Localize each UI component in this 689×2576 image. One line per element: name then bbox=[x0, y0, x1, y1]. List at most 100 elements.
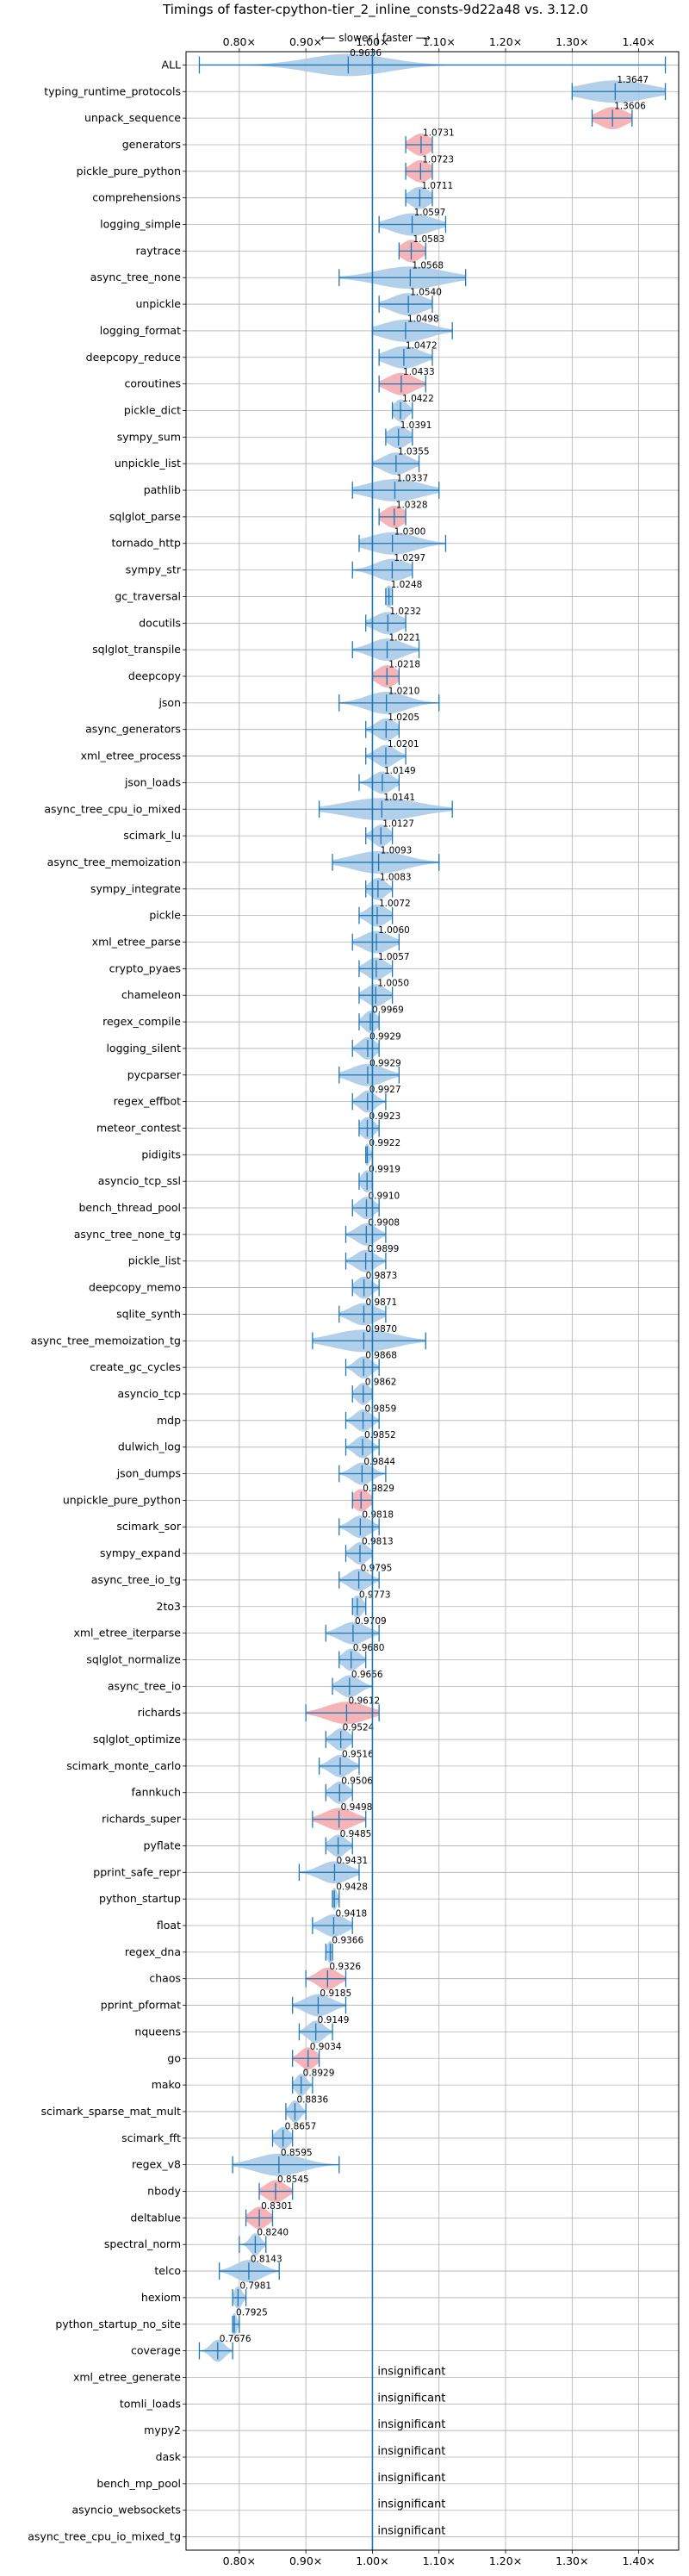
x-tick-label-top: 0.80× bbox=[223, 35, 256, 48]
value-label: 0.9149 bbox=[318, 2015, 350, 2025]
value-label: 0.9795 bbox=[361, 1563, 393, 1573]
axes-frame bbox=[185, 51, 680, 2551]
y-tick-label: deepcopy_reduce bbox=[86, 351, 182, 364]
y-tick-label: comprehensions bbox=[92, 191, 181, 204]
y-tick-label: go bbox=[167, 2051, 181, 2064]
y-tick-label: tornado_http bbox=[111, 537, 181, 550]
value-label: 0.9636 bbox=[350, 48, 382, 59]
value-label: 0.9506 bbox=[341, 1776, 373, 1786]
value-label: 0.8240 bbox=[257, 2228, 289, 2238]
y-tick-label: richards bbox=[138, 1706, 181, 1719]
direction-label: ⟵ slower | faster ⟶ bbox=[320, 32, 431, 44]
x-axis-ticks: 0.80× 0.80× 0.90× 0.90× 1.00× 1.00× 1.10× 1.10×… bbox=[223, 35, 655, 2567]
y-tick-label: async_tree_memoization_tg bbox=[31, 1334, 181, 1347]
value-label: 0.9899 bbox=[368, 1244, 400, 1254]
value-label: 1.0328 bbox=[396, 500, 428, 510]
y-tick-label: pickle bbox=[149, 909, 181, 922]
y-tick-label: regex_effbot bbox=[114, 1095, 181, 1108]
y-tick-label: sympy_integrate bbox=[90, 882, 181, 895]
y-tick-label: deepcopy_memo bbox=[89, 1281, 181, 1294]
value-label: 1.0093 bbox=[381, 845, 413, 856]
value-label: 0.9612 bbox=[348, 1696, 380, 1707]
value-label: 0.7925 bbox=[236, 2307, 268, 2318]
value-label: 0.9034 bbox=[310, 2042, 342, 2052]
value-label: 0.9862 bbox=[365, 1377, 397, 1387]
y-tick-label: 2to3 bbox=[157, 1600, 181, 1613]
value-label: 1.0711 bbox=[421, 181, 453, 191]
value-label: 1.0540 bbox=[410, 288, 442, 298]
y-tick-label: python_startup bbox=[99, 1892, 181, 1905]
value-label: 1.0057 bbox=[378, 952, 410, 962]
value-label: 1.0072 bbox=[379, 899, 411, 909]
value-label: 0.9773 bbox=[359, 1590, 391, 1600]
value-label: 0.9852 bbox=[364, 1430, 396, 1440]
y-tick-label: sqlglot_normalize bbox=[86, 1652, 181, 1665]
value-label: 1.0218 bbox=[388, 660, 420, 670]
y-tick-label: sqlglot_parse bbox=[109, 510, 181, 523]
value-label: 1.0297 bbox=[394, 553, 425, 563]
insignificant-label: insignificant bbox=[377, 2365, 445, 2378]
value-label: 0.9185 bbox=[320, 1988, 351, 1999]
y-tick-label: fannkuch bbox=[132, 1786, 181, 1799]
value-label: 0.9910 bbox=[368, 1192, 400, 1202]
y-tick-label: logging_format bbox=[100, 324, 181, 337]
value-label: 1.0583 bbox=[413, 234, 444, 245]
value-label: 0.9524 bbox=[343, 1723, 375, 1733]
value-label: 0.9969 bbox=[372, 1005, 404, 1016]
y-tick-label: unpickle_pure_python bbox=[63, 1493, 181, 1506]
value-label: 1.0723 bbox=[422, 154, 454, 165]
y-tick-label: spectral_norm bbox=[104, 2237, 181, 2250]
x-tick-label-top: 1.30× bbox=[556, 35, 588, 48]
value-label: 1.0731 bbox=[423, 128, 455, 138]
value-label: 0.9873 bbox=[366, 1271, 398, 1281]
value-label: 0.9418 bbox=[335, 1909, 367, 1920]
y-tick-label: asyncio_tcp bbox=[118, 1387, 182, 1400]
x-tick-label-bottom: 1.30× bbox=[556, 2554, 588, 2567]
y-tick-label: json_dumps bbox=[116, 1467, 181, 1480]
y-tick-label: xml_etree_generate bbox=[73, 2370, 181, 2383]
y-tick-label: hexiom bbox=[141, 2291, 181, 2304]
value-label: 0.8143 bbox=[251, 2255, 282, 2265]
value-label: 1.0422 bbox=[402, 394, 434, 404]
y-tick-label: async_tree_none_tg bbox=[74, 1228, 181, 1241]
value-label: 0.8595 bbox=[281, 2148, 313, 2158]
y-tick-label: sympy_str bbox=[126, 563, 182, 576]
value-label: 0.9326 bbox=[329, 1962, 361, 1972]
value-label: 0.9709 bbox=[355, 1616, 387, 1627]
y-tick-label: async_generators bbox=[85, 723, 181, 736]
x-tick-label-top: 1.20× bbox=[489, 35, 522, 48]
y-tick-label: mako bbox=[152, 2078, 181, 2091]
value-label: 1.3647 bbox=[617, 75, 649, 85]
y-tick-label: mypy2 bbox=[144, 2424, 181, 2436]
y-tick-label: xml_etree_process bbox=[81, 750, 181, 762]
value-label: 1.0391 bbox=[400, 420, 432, 431]
value-label: 1.0355 bbox=[398, 447, 430, 457]
value-label: 0.9929 bbox=[369, 1058, 401, 1068]
value-label: 1.0300 bbox=[394, 526, 426, 537]
y-tick-label: raytrace bbox=[136, 244, 182, 257]
value-label: 1.0210 bbox=[388, 686, 420, 696]
value-label: 0.9908 bbox=[368, 1217, 400, 1228]
y-tick-label: async_tree_io_tg bbox=[91, 1573, 181, 1586]
x-tick-label-top: 1.40× bbox=[622, 35, 655, 48]
y-tick-label: telco bbox=[154, 2264, 181, 2277]
value-label: 1.0337 bbox=[396, 474, 428, 484]
value-label: 0.9870 bbox=[365, 1324, 397, 1335]
y-tick-label: async_tree_none bbox=[90, 271, 182, 283]
y-tick-label: create_gc_cycles bbox=[90, 1360, 181, 1373]
insignificant-label: insignificant bbox=[377, 2498, 445, 2511]
x-tick-label-bottom: 1.40× bbox=[622, 2554, 655, 2567]
value-label: 0.9516 bbox=[342, 1749, 374, 1759]
y-tick-label: bench_mp_pool bbox=[96, 2477, 181, 2490]
value-label: 0.9919 bbox=[369, 1165, 400, 1175]
value-label: 1.0205 bbox=[388, 712, 419, 723]
value-label: 0.9431 bbox=[336, 1856, 368, 1866]
y-tick-label: nbody bbox=[147, 2185, 181, 2198]
value-label: 0.9859 bbox=[365, 1403, 397, 1414]
y-tick-label: tomli_loads bbox=[120, 2397, 181, 2410]
y-tick-label: asyncio_tcp_ssl bbox=[98, 1174, 181, 1187]
value-label: 1.0083 bbox=[380, 872, 412, 882]
y-tick-label: sqlglot_transpile bbox=[92, 643, 181, 656]
y-tick-label: typing_runtime_protocols bbox=[44, 84, 181, 97]
x-tick-label-bottom: 0.90× bbox=[289, 2554, 322, 2567]
